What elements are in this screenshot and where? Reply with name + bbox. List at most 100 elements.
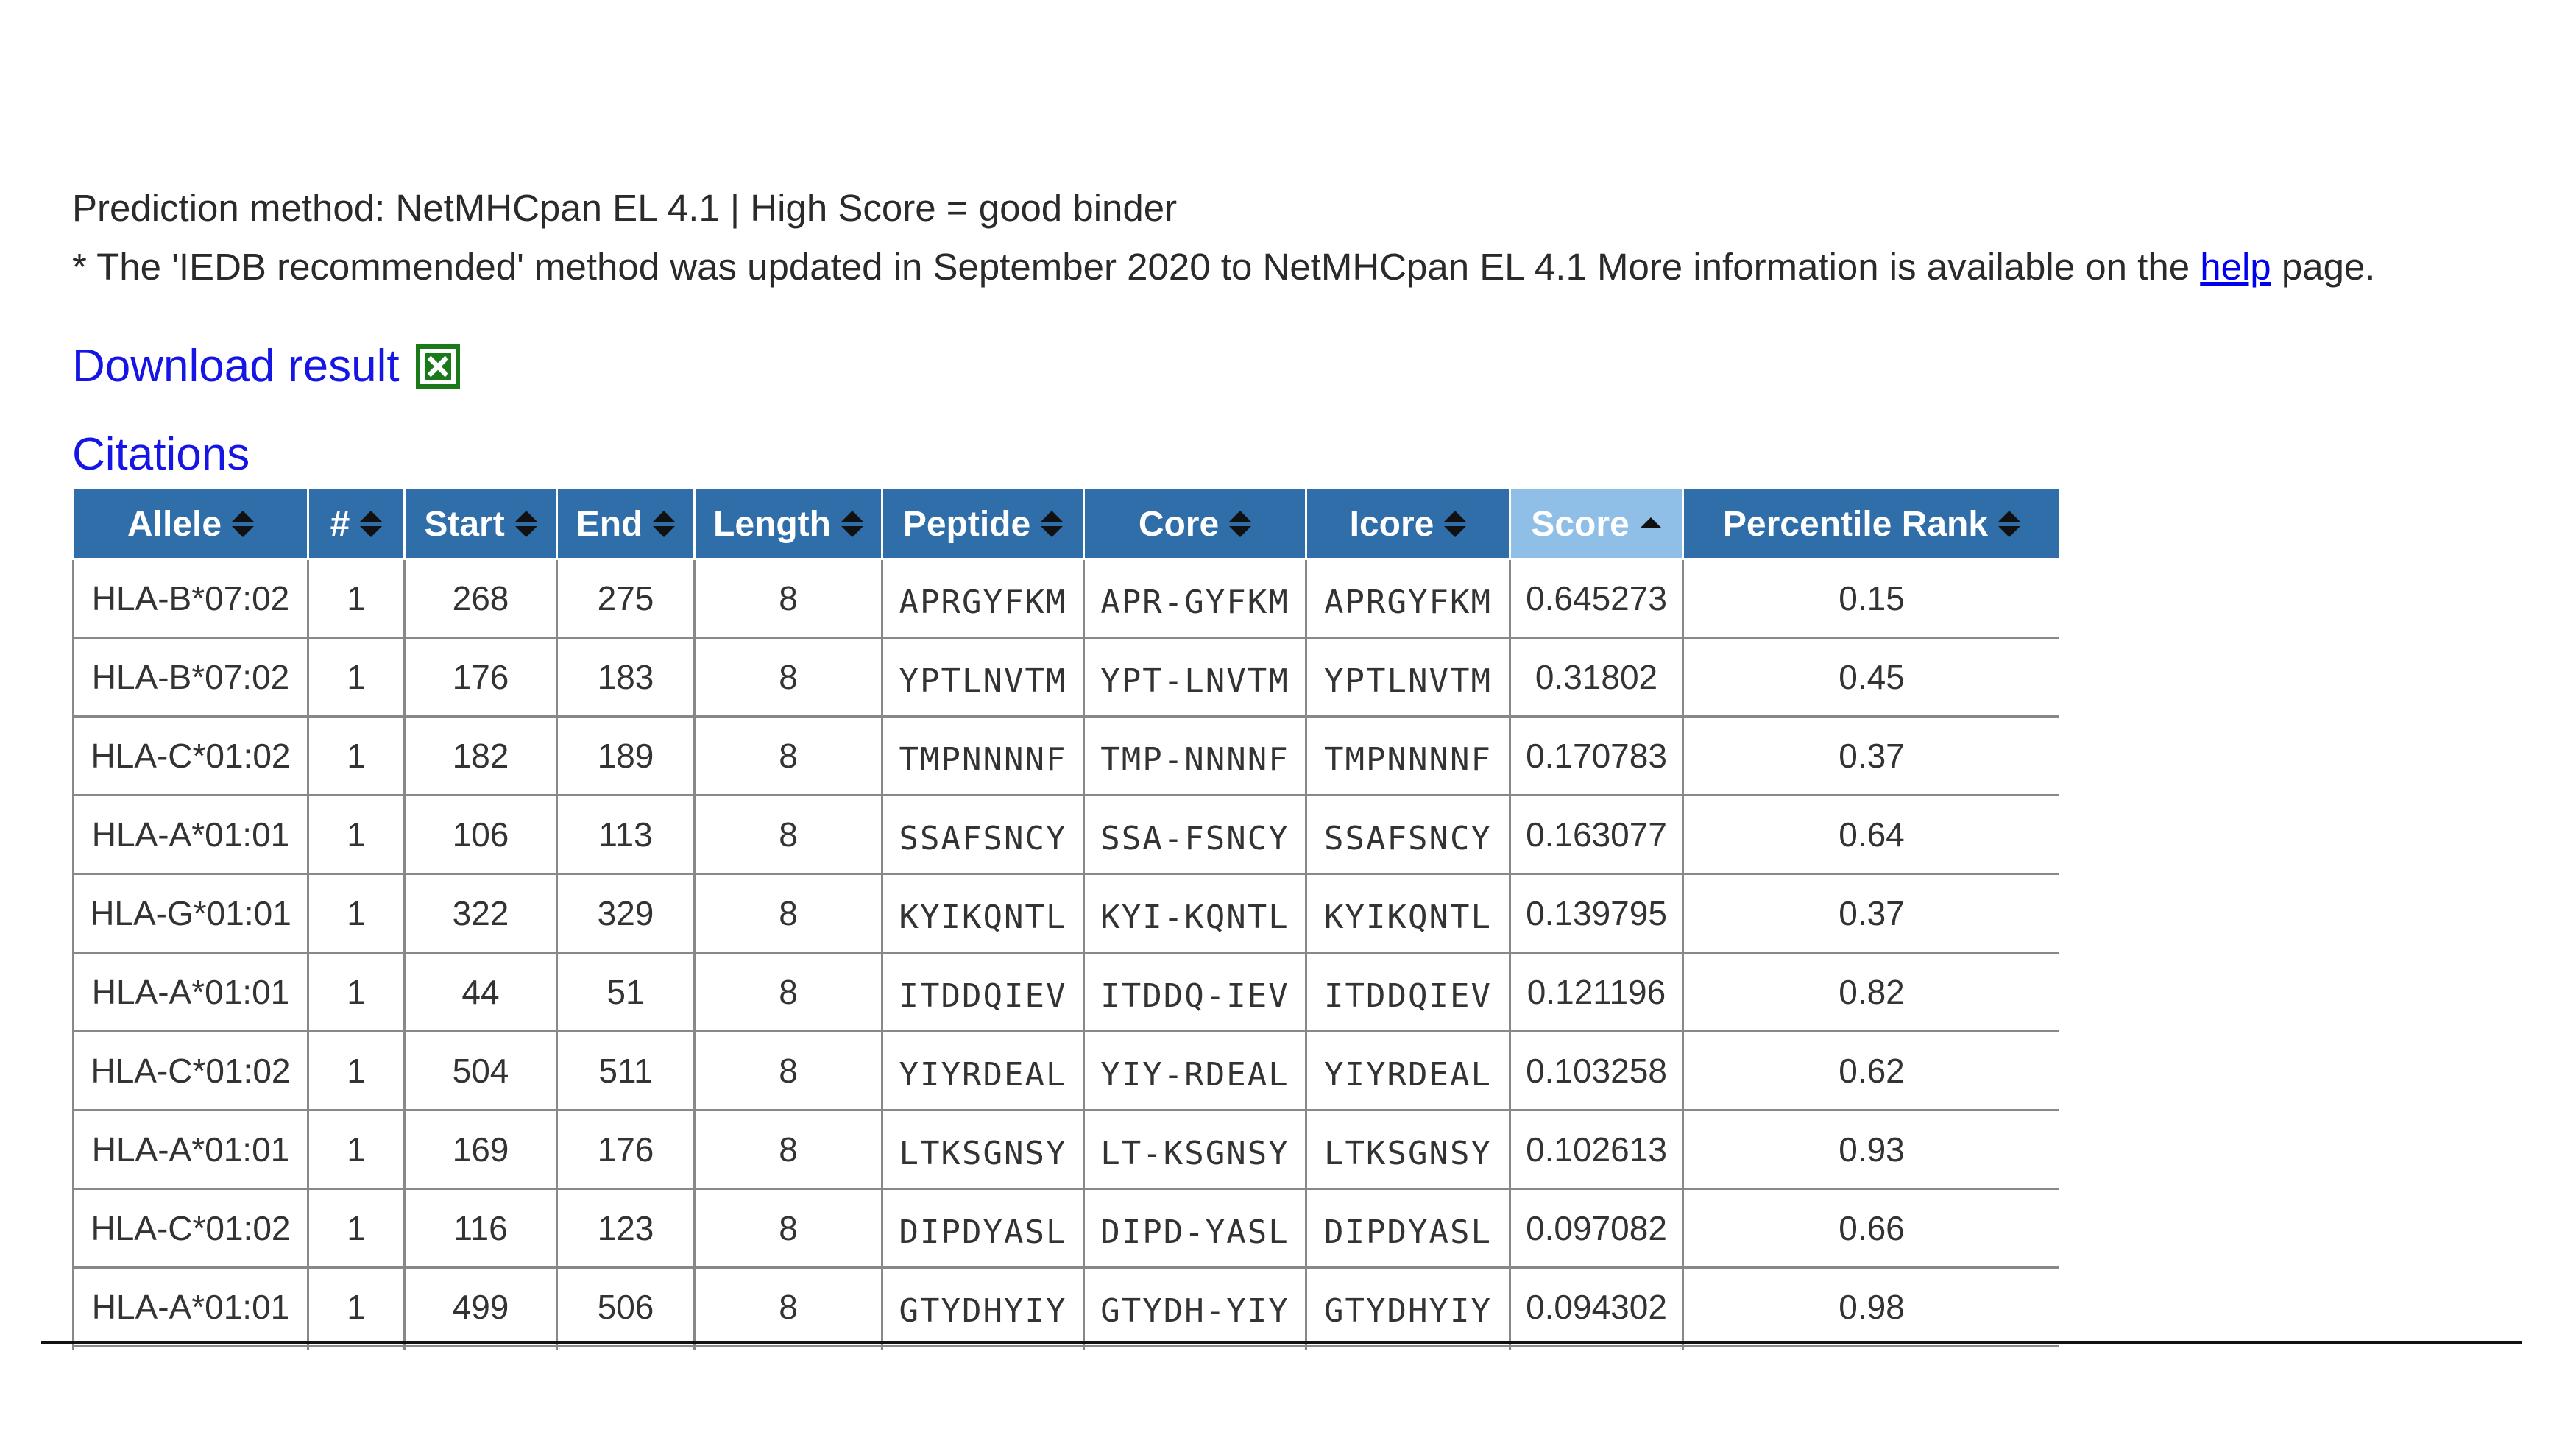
cell-length: 8 — [693, 1345, 883, 1350]
cell-length: 8 — [693, 952, 883, 1032]
column-header-start[interactable]: Start — [403, 489, 558, 560]
cell-peptide: YIYRDEAL — [881, 1030, 1085, 1111]
cell-index: 1 — [307, 794, 406, 875]
cell-allele: HLA-C*01:02 — [72, 1188, 309, 1269]
sort-both-icon — [360, 511, 383, 538]
sort-both-icon — [514, 511, 537, 538]
cell-end: 506 — [556, 1266, 696, 1347]
help-link[interactable]: help — [2200, 246, 2271, 288]
cell-score: 0.31802 — [1509, 637, 1684, 718]
sort-ascending-icon — [1639, 517, 1662, 529]
table-row: HLA-A*01:01 1 106 113 8 SSAFSNCY SSA-FSNCY SSAF… — [72, 794, 2059, 875]
cell-length: 8 — [693, 873, 883, 954]
cell-icore: GTYDHYIY — [1305, 1266, 1511, 1347]
cell-allele: HLA-B*07:02 — [72, 637, 309, 718]
column-header-end[interactable]: End — [556, 489, 696, 560]
table-header-row: Allele # Start End Length Peptide Core Icore Sco… — [72, 489, 2059, 560]
cell-end: 329 — [556, 873, 696, 954]
cell-start: 106 — [403, 794, 558, 875]
cell-end: 275 — [556, 558, 696, 639]
cell-start: 44 — [403, 952, 558, 1032]
cell-percentile-rank: 0.72 — [1682, 1345, 2059, 1350]
cell-score: 0.121196 — [1509, 952, 1684, 1032]
column-header-length[interactable]: Length — [693, 489, 883, 560]
cell-peptide: SSAFSNCY — [881, 794, 1085, 875]
column-header-percentile-rank[interactable]: Percentile Rank — [1682, 489, 2059, 560]
cell-score: 0.103258 — [1509, 1030, 1684, 1111]
table-body: HLA-B*07:02 1 268 275 8 APRGYFKM APR-GYFKM APRG… — [72, 558, 2059, 1350]
table-row: HLA-B*07:02 1 268 275 8 APRGYFKM APR-GYFKM APRG… — [72, 558, 2059, 639]
prediction-info: Prediction method: NetMHCpan EL 4.1 | Hi… — [72, 179, 2375, 297]
cell-icore: LTKSGNSY — [1305, 1109, 1511, 1190]
column-header-score[interactable]: Score — [1509, 489, 1684, 560]
column-header-label: Score — [1531, 504, 1630, 544]
cell-end: 511 — [556, 1030, 696, 1111]
column-header-label: # — [330, 504, 350, 544]
sort-both-icon — [841, 511, 863, 538]
cell-score: 0.139795 — [1509, 873, 1684, 954]
cell-score: 0.170783 — [1509, 715, 1684, 796]
cell-allele: HLA-C*01:02 — [72, 715, 309, 796]
cell-length: 8 — [693, 1109, 883, 1190]
column-header-label: Start — [424, 504, 505, 544]
cell-length: 8 — [693, 1266, 883, 1347]
column-header-icore[interactable]: Icore — [1305, 489, 1511, 560]
sort-both-icon — [1998, 511, 2021, 538]
sort-both-icon — [232, 511, 255, 538]
cell-icore: KYIKQNTL — [1305, 873, 1511, 954]
cell-length: 8 — [693, 715, 883, 796]
results-table-container: Allele # Start End Length Peptide Core Icore Sco… — [72, 489, 2059, 1350]
cell-peptide: YPTLNVTM — [881, 637, 1085, 718]
cell-start: 176 — [403, 637, 558, 718]
cell-allele: HLA-A*01:01 — [72, 952, 309, 1032]
column-header-index[interactable]: # — [307, 489, 406, 560]
column-header-allele[interactable]: Allele — [72, 489, 309, 560]
cell-core: FQI-KGVEL — [1083, 1345, 1307, 1350]
sort-both-icon — [1444, 511, 1467, 538]
cell-icore: DIPDYASL — [1305, 1188, 1511, 1269]
cell-index: 1 — [307, 952, 406, 1032]
cell-peptide: APRGYFKM — [881, 558, 1085, 639]
column-header-peptide[interactable]: Peptide — [881, 489, 1085, 560]
cell-peptide: ITDDQIEV — [881, 952, 1085, 1032]
cell-length: 8 — [693, 1188, 883, 1269]
cell-index: 1 — [307, 1188, 406, 1269]
cell-length: 8 — [693, 558, 883, 639]
cell-start: 268 — [403, 558, 558, 639]
table-row: HLA-G*01:01 1 322 329 8 KYIKQNTL KYI-KQNTL KYIK… — [72, 873, 2059, 954]
cell-end: 123 — [556, 1188, 696, 1269]
cell-core: TMP-NNNNF — [1083, 715, 1307, 796]
cell-index: 1 — [307, 558, 406, 639]
cell-percentile-rank: 0.98 — [1682, 1266, 2059, 1347]
cell-start: 499 — [403, 1266, 558, 1347]
cell-percentile-rank: 0.82 — [1682, 952, 2059, 1032]
cell-score: 0.094302 — [1509, 1266, 1684, 1347]
table-row: HLA-C*01:02 1 116 123 8 DIPDYASL DIPD-YASL DIPD… — [72, 1188, 2059, 1269]
column-header-label: Core — [1138, 504, 1220, 544]
cell-core: DIPD-YASL — [1083, 1188, 1307, 1269]
cell-end: 113 — [556, 794, 696, 875]
sort-both-icon — [1041, 511, 1064, 538]
cell-allele: HLA-A*01:01 — [72, 1266, 309, 1347]
table-row: HLA-C*01:0215155228FQIKGVELFQI-KGVELFQIK… — [72, 1345, 2059, 1350]
cell-icore: APRGYFKM — [1305, 558, 1511, 639]
cell-score: 0.163077 — [1509, 794, 1684, 875]
cell-index: 1 — [307, 637, 406, 718]
cell-index: 1 — [307, 873, 406, 954]
cell-percentile-rank: 0.15 — [1682, 558, 2059, 639]
cell-index: 1 — [307, 1109, 406, 1190]
column-header-label: Icore — [1349, 504, 1434, 544]
cell-icore: SSAFSNCY — [1305, 794, 1511, 875]
table-row: HLA-A*01:01 1 44 51 8 ITDDQIEV ITDDQ-IEV ITDDQI… — [72, 952, 2059, 1032]
sort-both-icon — [653, 511, 676, 538]
column-header-label: Peptide — [902, 504, 1031, 544]
column-header-core[interactable]: Core — [1083, 489, 1307, 560]
cell-end: 51 — [556, 952, 696, 1032]
citations-link[interactable]: Citations — [72, 429, 250, 480]
cell-end: 189 — [556, 715, 696, 796]
download-result-link[interactable]: Download result — [72, 340, 460, 392]
cell-peptide: DIPDYASL — [881, 1188, 1085, 1269]
column-header-label: Length — [713, 504, 831, 544]
bottom-divider — [41, 1341, 2522, 1344]
table-row: HLA-A*01:01 1 499 506 8 GTYDHYIY GTYDH-YIY GTYD… — [72, 1266, 2059, 1347]
